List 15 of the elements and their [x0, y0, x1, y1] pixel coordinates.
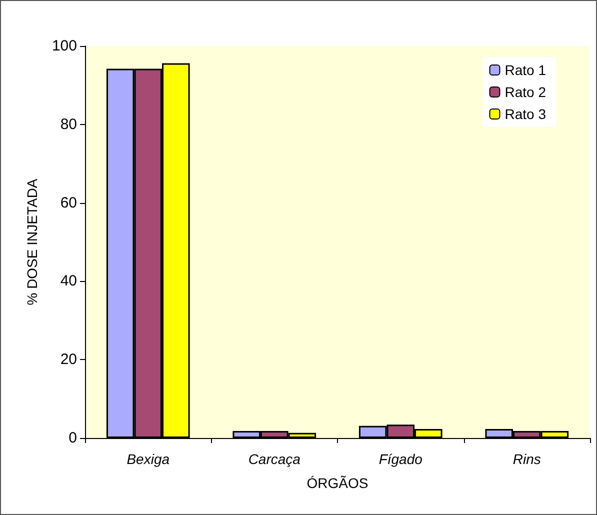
x-tick-label: Fígado: [378, 451, 423, 467]
x-tick-label: Carcaça: [248, 451, 301, 467]
y-axis-title: % DOSE INJETADA: [24, 178, 40, 306]
legend-label: Rato 2: [504, 84, 546, 100]
x-tick-label: Rins: [512, 451, 541, 467]
y-tick-label: 0: [68, 430, 77, 446]
legend-label: Rato 3: [504, 106, 546, 122]
y-tick-label: 20: [60, 351, 77, 368]
y-tick-label: 60: [60, 194, 77, 212]
y-tick-label: 80: [60, 116, 77, 133]
x-tick-label: Bexiga: [126, 451, 170, 467]
x-axis-title: ÓRGÃOS: [306, 475, 368, 491]
y-tick-label: 40: [60, 272, 77, 290]
y-tick-label: 100: [52, 38, 77, 54]
legend-label: Rato 1: [504, 62, 546, 78]
